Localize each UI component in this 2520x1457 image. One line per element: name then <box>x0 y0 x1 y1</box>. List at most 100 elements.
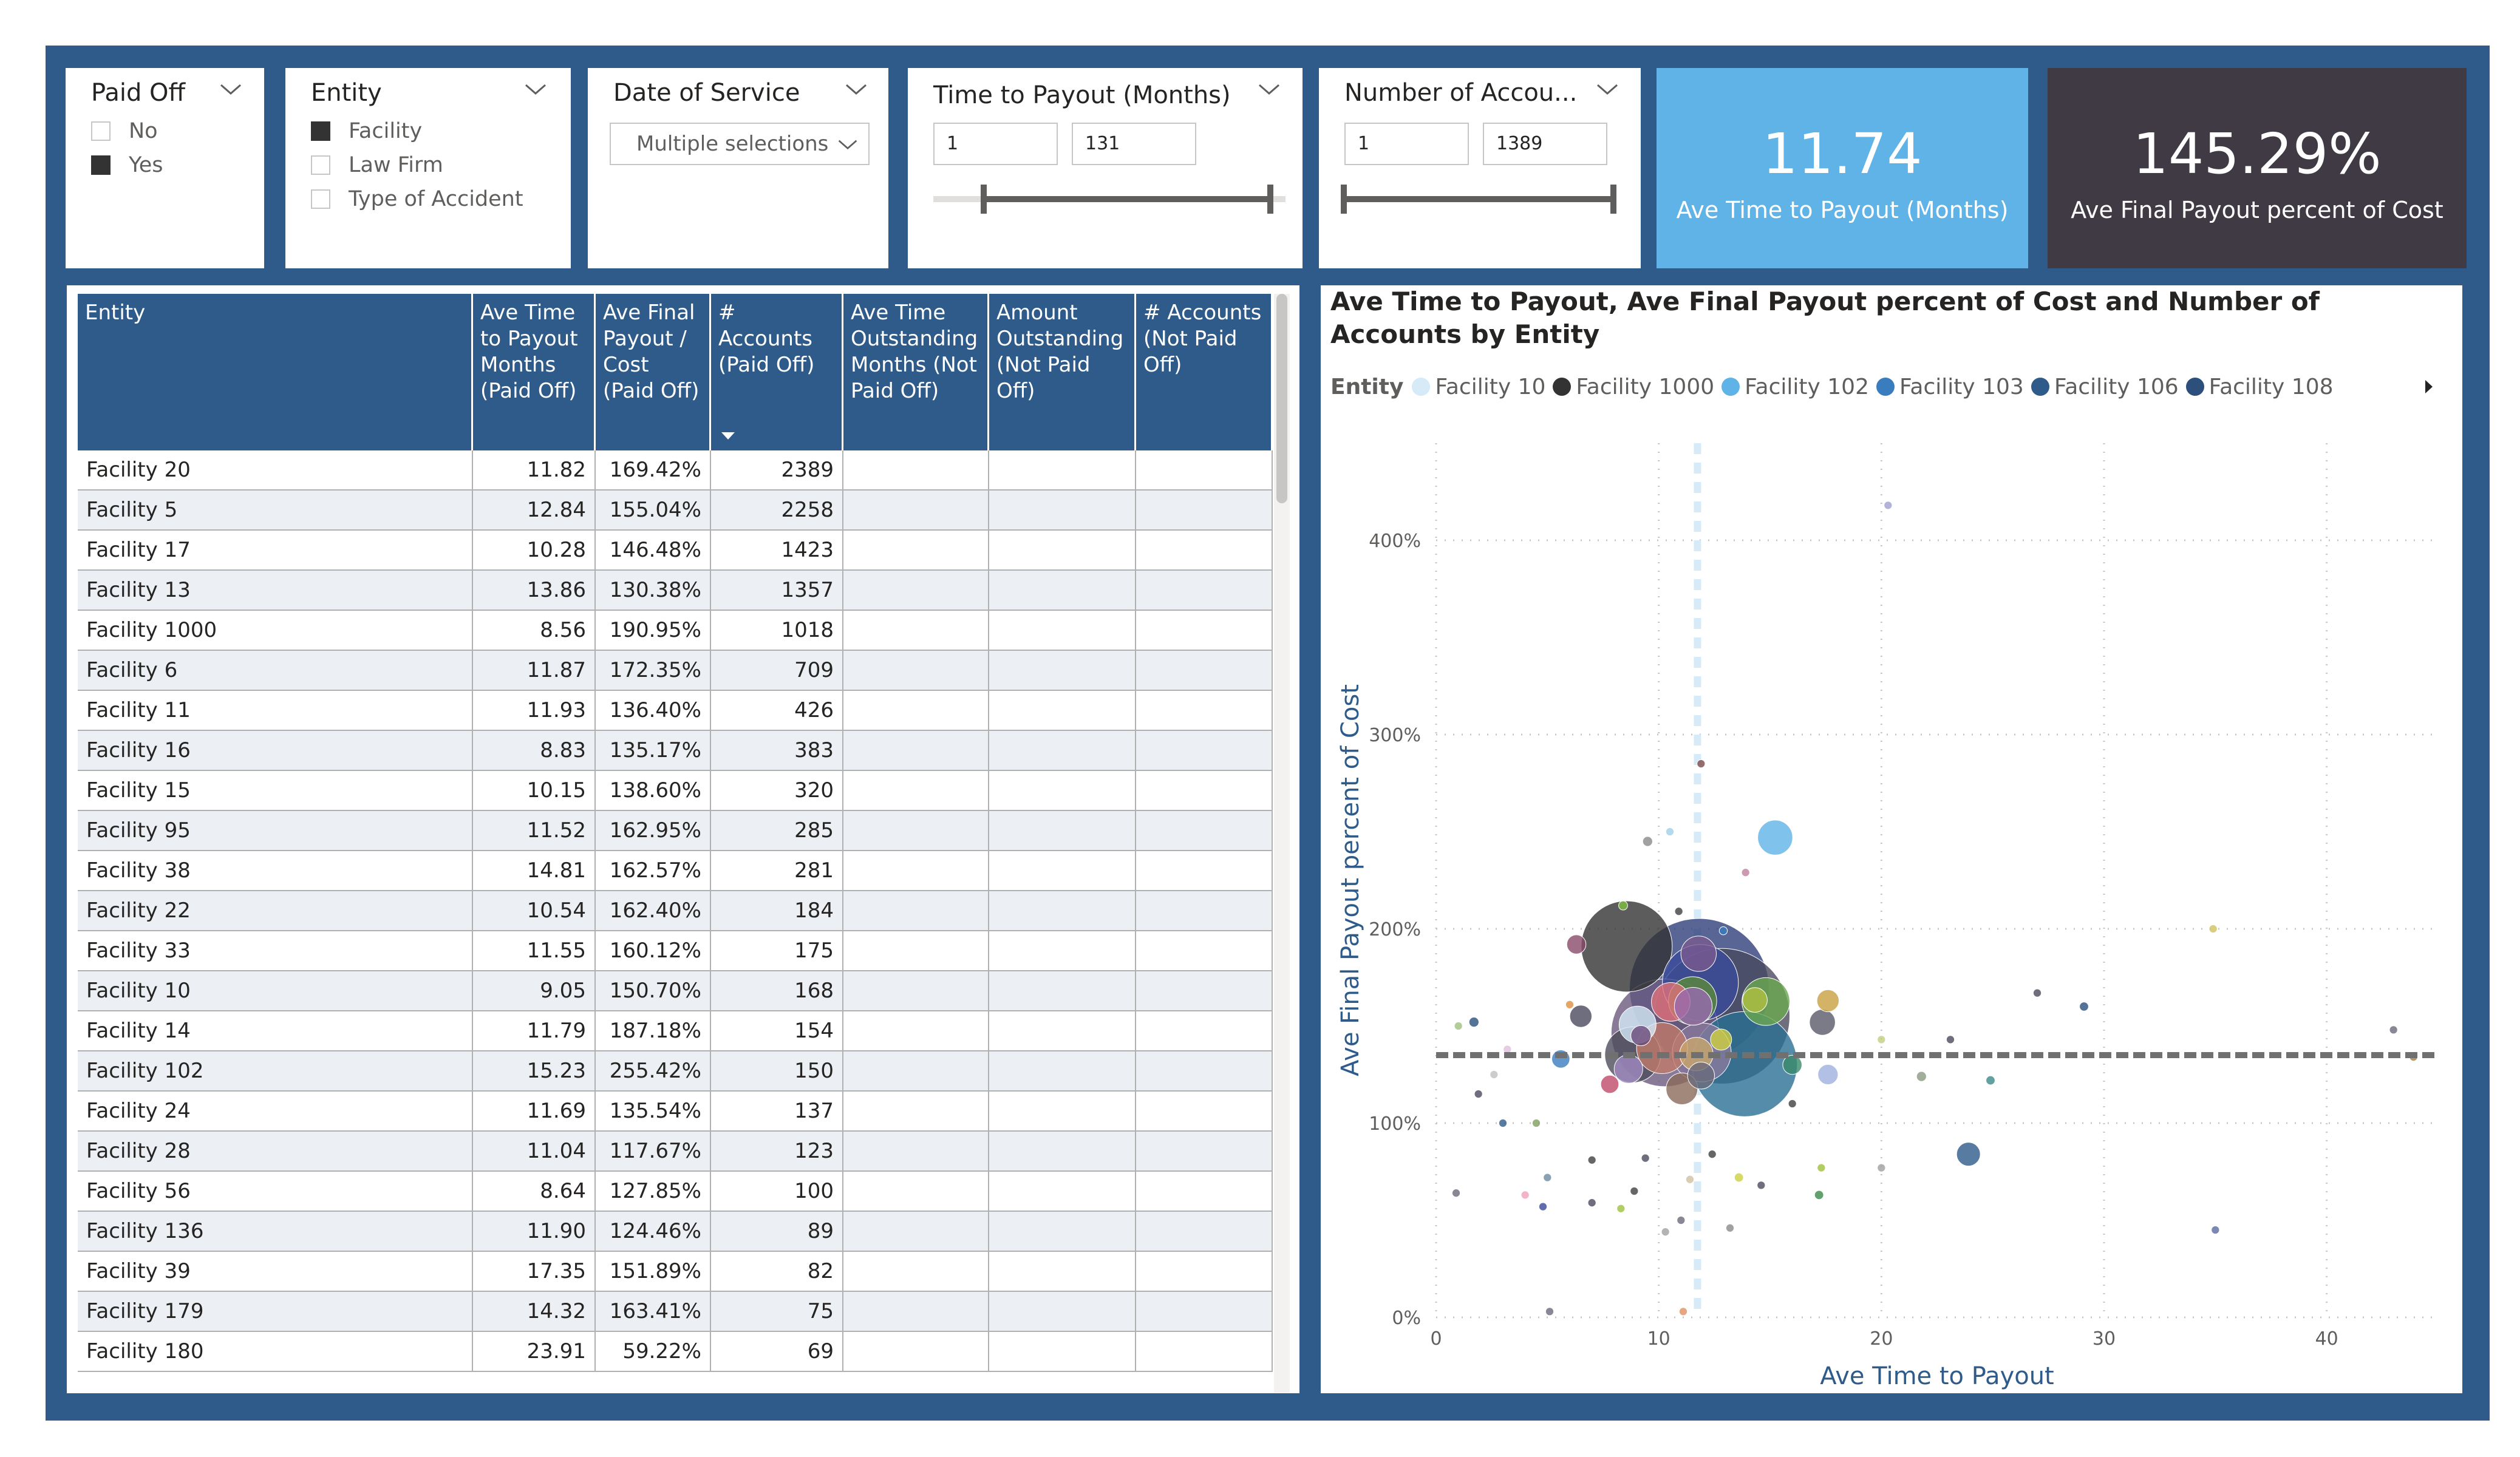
data-point[interactable] <box>1788 1099 1797 1109</box>
entity-option-type-of-accident[interactable]: Type of Accident <box>311 186 523 212</box>
scrollbar-thumb[interactable] <box>1276 294 1287 503</box>
data-point[interactable] <box>1687 1062 1715 1090</box>
data-point[interactable] <box>1474 1089 1483 1099</box>
data-point[interactable] <box>2032 988 2042 997</box>
legend-item[interactable]: Facility 1000 <box>1553 375 1714 399</box>
data-point[interactable] <box>1677 1215 1686 1225</box>
data-point[interactable] <box>1674 907 1683 916</box>
data-point[interactable] <box>1884 501 1893 510</box>
table-row[interactable]: Facility 180 23.91 59.22% 69 <box>78 1332 1273 1372</box>
data-point[interactable] <box>1718 926 1728 936</box>
data-point[interactable] <box>1521 1190 1530 1200</box>
data-point[interactable] <box>1587 1155 1596 1164</box>
data-point[interactable] <box>1816 989 1840 1013</box>
column-header[interactable]: Ave Time to Payout Months (Paid Off) <box>473 294 596 450</box>
data-point[interactable] <box>2211 1225 2220 1235</box>
column-header[interactable]: Ave Final Payout / Cost (Paid Off) <box>596 294 711 450</box>
data-point[interactable] <box>1618 900 1628 911</box>
chevron-down-icon[interactable] <box>844 81 868 97</box>
table-row[interactable]: Facility 6 11.87 172.35% 709 <box>78 651 1273 691</box>
data-point[interactable] <box>1817 1163 1826 1172</box>
column-header[interactable]: Ave Time Outstanding Months (Not Paid Of… <box>843 294 989 450</box>
table-row[interactable]: Facility 179 14.32 163.41% 75 <box>78 1292 1273 1332</box>
column-header[interactable]: Entity <box>78 294 473 450</box>
checkbox[interactable] <box>91 155 111 175</box>
paid-off-option-no[interactable]: No <box>91 118 158 144</box>
table-row[interactable]: Facility 17 10.28 146.48% 1423 <box>78 531 1273 571</box>
table-row[interactable]: Facility 16 8.83 135.17% 383 <box>78 731 1273 771</box>
table-row[interactable]: Facility 33 11.55 160.12% 175 <box>78 931 1273 971</box>
table-row[interactable]: Facility 20 11.82 169.42% 2389 <box>78 450 1273 491</box>
data-point[interactable] <box>1742 987 1768 1013</box>
column-header[interactable]: # Accounts (Paid Off) <box>711 294 843 450</box>
checkbox[interactable] <box>311 155 330 175</box>
data-point[interactable] <box>1569 1005 1593 1028</box>
data-point[interactable] <box>1757 820 1793 855</box>
data-point[interactable] <box>1543 1173 1552 1182</box>
data-point[interactable] <box>1565 1000 1575 1009</box>
data-point[interactable] <box>1685 1175 1695 1184</box>
data-point[interactable] <box>1877 1163 1886 1172</box>
data-point[interactable] <box>1680 936 1717 972</box>
slider-handle-max[interactable] <box>1610 185 1616 214</box>
data-point[interactable] <box>1641 1153 1650 1163</box>
table-row[interactable]: Facility 102 15.23 255.42% 150 <box>78 1051 1273 1092</box>
data-point[interactable] <box>1741 868 1750 877</box>
data-point[interactable] <box>1725 1223 1735 1232</box>
max-input[interactable]: 1389 <box>1483 123 1607 165</box>
data-point[interactable] <box>1613 1054 1643 1084</box>
min-input[interactable]: 1 <box>1344 123 1469 165</box>
chevron-down-icon[interactable] <box>219 81 243 97</box>
scatter-chart[interactable]: 0% 100% 200% 300% 400% 0 10 20 30 40 Ave Time to P… <box>1321 419 2462 1393</box>
legend-item[interactable]: Facility 102 <box>1721 375 1869 399</box>
data-point[interactable] <box>1710 1028 1732 1051</box>
data-point[interactable] <box>1665 827 1675 837</box>
data-point[interactable] <box>1642 836 1653 847</box>
data-point[interactable] <box>1916 1071 1927 1082</box>
data-point[interactable] <box>1600 1075 1619 1094</box>
data-point[interactable] <box>1454 1021 1463 1031</box>
data-point[interactable] <box>1877 1035 1886 1044</box>
table-row[interactable]: Facility 13 13.86 130.38% 1357 <box>78 571 1273 611</box>
data-point[interactable] <box>1616 1204 1626 1213</box>
data-point[interactable] <box>2208 924 2218 934</box>
range-slider[interactable] <box>933 178 1286 221</box>
data-point[interactable] <box>1817 1064 1839 1085</box>
legend-item[interactable]: Facility 106 <box>2031 375 2179 399</box>
data-point[interactable] <box>1734 1172 1744 1183</box>
sort-desc-icon[interactable] <box>720 431 736 441</box>
data-point[interactable] <box>1661 1228 1670 1237</box>
data-point[interactable] <box>1814 1190 1824 1200</box>
column-header[interactable]: # Accounts (Not Paid Off) <box>1136 294 1273 450</box>
min-input[interactable]: 1 <box>933 123 1058 165</box>
data-point[interactable] <box>1678 1307 1688 1316</box>
data-point[interactable] <box>1587 1198 1596 1207</box>
entity-option-facility[interactable]: Facility <box>311 118 422 144</box>
data-point[interactable] <box>1545 1307 1555 1316</box>
table-row[interactable]: Facility 22 10.54 162.40% 184 <box>78 891 1273 931</box>
data-point[interactable] <box>2079 1002 2089 1011</box>
checkbox[interactable] <box>311 121 330 141</box>
data-point[interactable] <box>1498 1118 1508 1128</box>
table-row[interactable]: Facility 56 8.64 127.85% 100 <box>78 1172 1273 1212</box>
legend-item[interactable]: Facility 103 <box>1876 375 2024 399</box>
data-point[interactable] <box>2389 1025 2398 1034</box>
data-point[interactable] <box>1451 1189 1461 1198</box>
slider-handle-min[interactable] <box>1341 185 1347 214</box>
table-row[interactable]: Facility 1000 8.56 190.95% 1018 <box>78 611 1273 651</box>
data-point[interactable] <box>1531 1118 1541 1128</box>
legend-item[interactable]: Facility 108 <box>2185 375 2334 399</box>
data-point[interactable] <box>1581 900 1673 993</box>
data-point[interactable] <box>1946 1035 1955 1044</box>
legend-item[interactable]: Facility 10 <box>1412 375 1545 399</box>
range-slider[interactable] <box>1341 178 1620 221</box>
slider-handle-max[interactable] <box>1267 185 1273 214</box>
data-point[interactable] <box>1674 987 1713 1026</box>
table-row[interactable]: Facility 95 11.52 162.95% 285 <box>78 811 1273 851</box>
data-point[interactable] <box>1490 1070 1499 1079</box>
checkbox[interactable] <box>91 121 111 141</box>
entity-option-law-firm[interactable]: Law Firm <box>311 152 443 178</box>
table-row[interactable]: Facility 10 9.05 150.70% 168 <box>78 971 1273 1011</box>
table-row[interactable]: Facility 11 11.93 136.40% 426 <box>78 691 1273 731</box>
table-row[interactable]: Facility 14 11.79 187.18% 154 <box>78 1011 1273 1051</box>
